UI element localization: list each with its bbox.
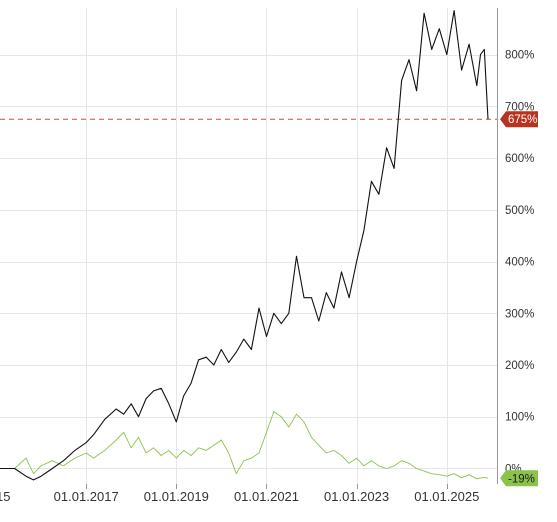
x-tick-label: 01.01.2017 xyxy=(54,489,119,504)
y-tick-label: 600% xyxy=(505,153,534,165)
series-line-1 xyxy=(0,10,489,481)
value-badge-shape xyxy=(500,111,538,128)
x-tick-marks xyxy=(86,484,448,489)
x-tick-labels: 2015 01.01.2017 01.01.2019 01.01.2021 01.01.… xyxy=(0,489,479,504)
value-badge-2: -19% xyxy=(500,470,538,487)
value-badge-shape xyxy=(500,470,538,487)
y-tick-label: 400% xyxy=(505,257,534,269)
y-tick-label: 700% xyxy=(505,101,534,113)
value-badge-label: 675% xyxy=(508,114,537,126)
x-tick-label: 01.01.2025 xyxy=(414,489,479,504)
x-tick-label: 01.01.2021 xyxy=(234,489,299,504)
series-group xyxy=(0,10,489,481)
value-badges: 675% -19% xyxy=(500,111,538,487)
y-tick-label: 500% xyxy=(505,205,534,217)
grid xyxy=(0,8,497,484)
x-tick-label: 01.01.2023 xyxy=(324,489,389,504)
x-tick-label: 2015 xyxy=(0,489,10,504)
y-tick-label: 200% xyxy=(505,360,534,372)
value-badge-1: 675% xyxy=(500,111,538,128)
value-badge-label: -19% xyxy=(508,473,535,485)
series-line-2 xyxy=(0,411,489,480)
y-tick-label: 800% xyxy=(505,50,534,62)
y-tick-label: 100% xyxy=(505,412,534,424)
y-tick-label: 300% xyxy=(505,308,534,320)
x-tick-label: 01.01.2019 xyxy=(144,489,209,504)
